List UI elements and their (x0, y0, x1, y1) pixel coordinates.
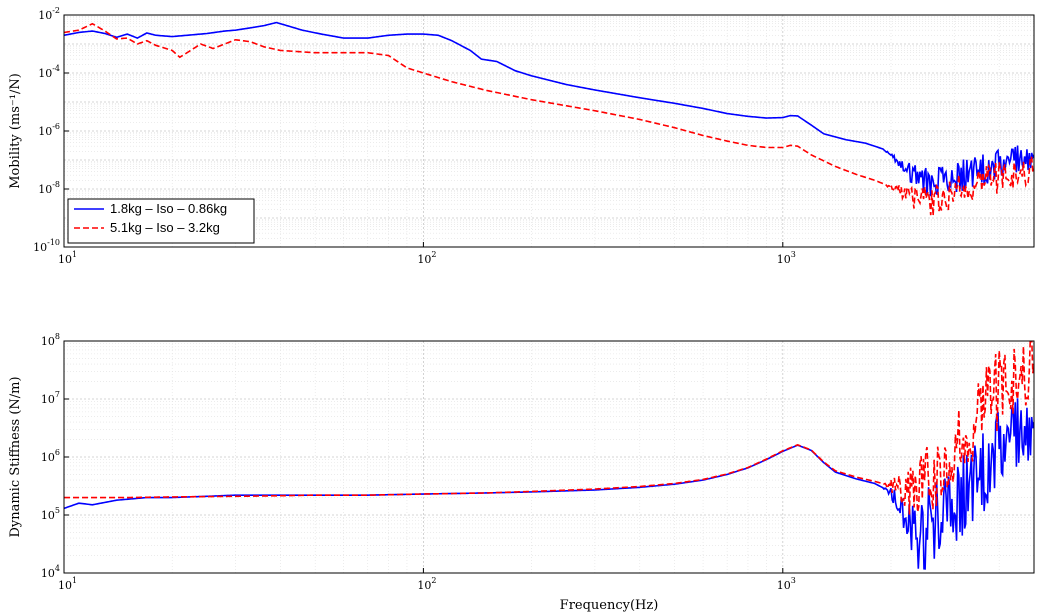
y-axis-label: Mobility (ms⁻¹/N) (8, 73, 23, 189)
series-line-1 (64, 398, 1034, 570)
series-line-1 (64, 21, 1034, 197)
y-tick-label: 104 (41, 564, 60, 580)
x-tick-label: 103 (777, 250, 796, 266)
x-tick-label: 101 (58, 250, 77, 266)
x-tick-label: 102 (417, 250, 436, 266)
y-tick-label: 10-10 (33, 238, 60, 254)
y-tick-label: 10-8 (38, 180, 60, 196)
x-tick-label: 101 (58, 576, 77, 592)
x-tick-label: 103 (777, 576, 796, 592)
legend-entry: 5.1kg – Iso – 3.2kg (110, 220, 220, 235)
y-tick-label: 108 (41, 332, 60, 348)
y-axis-label: Dynamic Stiffness (N/m) (8, 376, 23, 537)
y-tick-label: 10-4 (38, 64, 60, 80)
legend: 1.8kg – Iso – 0.86kg 5.1kg – Iso – 3.2kg (67, 198, 255, 244)
series-line-2 (64, 22, 1034, 216)
series-group (64, 341, 1034, 570)
y-tick-label: 105 (41, 506, 60, 522)
subplot-2: 101 102 103 104 105 106 107 108 Dynamic Stiffnes… (8, 332, 1035, 613)
legend-entry: 1.8kg – Iso – 0.86kg (110, 201, 227, 216)
x-axis-label: Frequency(Hz) (560, 598, 659, 613)
y-tick-label: 106 (41, 448, 60, 464)
legend-box (67, 198, 255, 244)
x-tick-label: 102 (417, 576, 436, 592)
y-tick-label: 10-6 (38, 122, 60, 138)
grid-lines (63, 340, 1035, 574)
y-tick-label: 10-2 (38, 6, 60, 22)
series-line-2 (64, 341, 1034, 515)
y-tick-label: 107 (41, 390, 60, 406)
subplot-1: 101 102 103 10-10 10-8 10-6 10-4 10-2 Mobility (… (8, 6, 1035, 266)
series-group (64, 21, 1034, 216)
